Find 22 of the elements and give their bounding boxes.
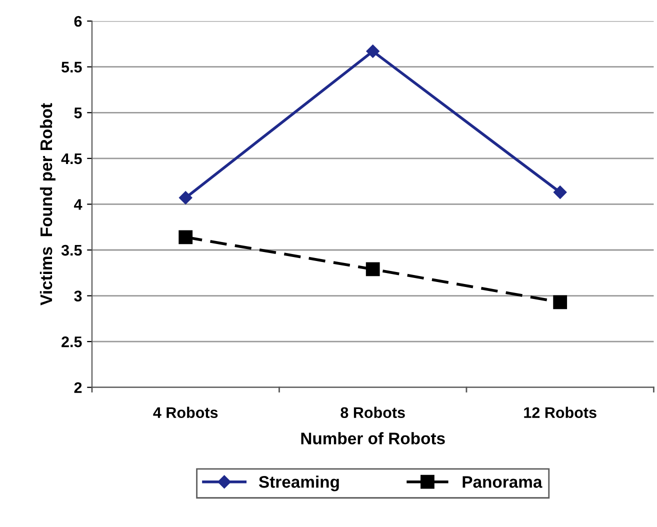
point: [554, 186, 567, 199]
point: [179, 191, 192, 204]
y-tick-label: 2.5: [62, 336, 82, 348]
x-axis-title: Number of Robots: [301, 432, 445, 444]
y-tick-label: 3: [74, 290, 82, 302]
x-tick-label: 8 Robots: [340, 406, 405, 418]
legend-label: Panorama: [462, 476, 542, 488]
y-tick-label: 5.5: [61, 62, 82, 73]
point: [366, 44, 380, 58]
point: [553, 295, 568, 310]
y-tick-label: 5: [74, 108, 82, 118]
y-tick-label: 3.5: [61, 244, 82, 256]
y-axis-title: Victims Found per Robot: [40, 103, 56, 306]
legend-label: Streaming: [258, 476, 339, 492]
y-tick-label: 4.5: [61, 153, 82, 164]
y-tick-label: 6: [74, 16, 82, 27]
x-tick-label: 12 Robots: [524, 406, 596, 418]
point: [178, 230, 193, 244]
y-tick-label: 2: [74, 382, 82, 393]
point: [366, 262, 380, 276]
x-tick-label: 4 Robots: [153, 406, 218, 418]
y-tick-label: 4: [74, 199, 82, 210]
